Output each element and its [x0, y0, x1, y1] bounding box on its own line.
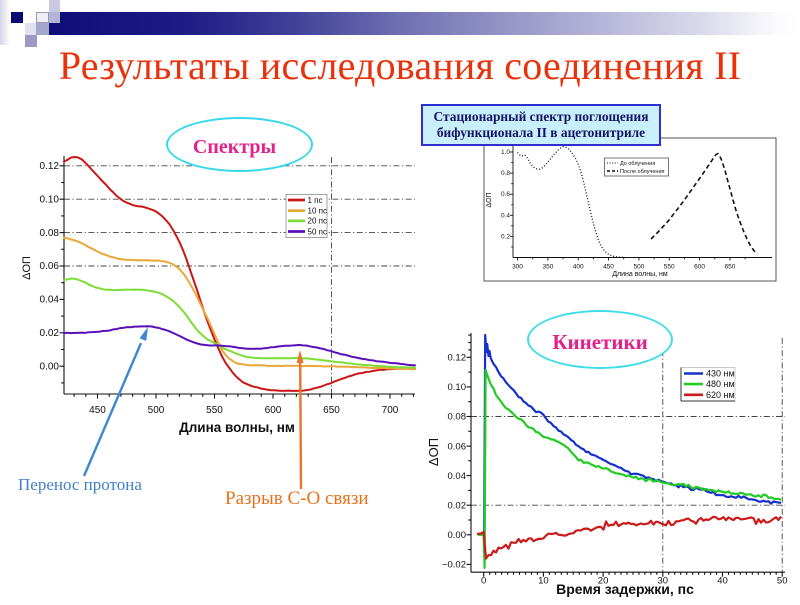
svg-text:620 нм: 620 нм	[706, 390, 735, 400]
svg-text:30: 30	[658, 576, 669, 587]
svg-text:После облучения: После облучения	[620, 169, 665, 175]
svg-text:Длина волны, нм: Длина волны, нм	[179, 420, 295, 435]
svg-text:10: 10	[538, 576, 549, 587]
svg-text:ΔОП: ΔОП	[21, 256, 33, 280]
svg-text:0: 0	[481, 576, 486, 587]
svg-text:0.08: 0.08	[40, 228, 60, 239]
svg-text:500: 500	[633, 264, 644, 271]
svg-text:50: 50	[777, 576, 788, 587]
svg-text:0.12: 0.12	[40, 161, 60, 172]
svg-text:0.02: 0.02	[448, 500, 467, 511]
svg-text:0.08: 0.08	[448, 412, 467, 423]
svg-text:Длина волны, нм: Длина волны, нм	[612, 271, 668, 278]
svg-text:0.02: 0.02	[40, 328, 60, 339]
svg-text:430 нм: 430 нм	[706, 369, 735, 379]
svg-text:0.4: 0.4	[501, 212, 510, 219]
svg-text:Время задержки, пс: Время задержки, пс	[556, 581, 694, 597]
svg-text:10 пс: 10 пс	[308, 206, 327, 215]
svg-text:600: 600	[265, 405, 282, 416]
svg-text:550: 550	[664, 264, 675, 271]
svg-text:500: 500	[148, 405, 165, 416]
svg-text:ΔОП: ΔОП	[486, 192, 493, 207]
svg-text:450: 450	[603, 264, 614, 271]
svg-text:300: 300	[512, 264, 523, 271]
svg-text:650: 650	[323, 405, 340, 416]
svg-text:До облучения: До облучения	[620, 161, 655, 167]
svg-text:700: 700	[382, 405, 399, 416]
svg-text:450: 450	[89, 405, 106, 416]
svg-text:0.04: 0.04	[40, 295, 60, 306]
svg-text:0.6: 0.6	[501, 191, 510, 198]
svg-text:0.10: 0.10	[448, 382, 467, 393]
svg-text:400: 400	[573, 264, 584, 271]
svg-text:50 пс: 50 пс	[308, 227, 327, 236]
svg-text:ΔОП: ΔОП	[426, 438, 441, 466]
svg-text:0.00: 0.00	[448, 530, 467, 541]
svg-text:20 пс: 20 пс	[308, 217, 327, 226]
svg-text:650: 650	[725, 264, 736, 271]
svg-text:1.0: 1.0	[501, 149, 510, 156]
svg-text:0.8: 0.8	[501, 170, 510, 177]
svg-text:0.04: 0.04	[448, 471, 467, 482]
svg-text:1 пс: 1 пс	[308, 196, 323, 205]
svg-text:0.2: 0.2	[501, 233, 510, 240]
svg-text:550: 550	[206, 405, 223, 416]
svg-text:0.00: 0.00	[40, 361, 60, 372]
svg-text:600: 600	[694, 264, 705, 271]
svg-text:0.06: 0.06	[448, 441, 467, 452]
svg-text:0.10: 0.10	[40, 194, 60, 205]
svg-text:0.12: 0.12	[448, 353, 467, 364]
svg-text:480 нм: 480 нм	[706, 379, 735, 389]
svg-text:20: 20	[598, 576, 609, 587]
svg-text:40: 40	[717, 576, 728, 587]
svg-text:0.06: 0.06	[40, 261, 60, 272]
svg-text:350: 350	[542, 264, 553, 271]
svg-text:−0.02: −0.02	[442, 560, 466, 571]
